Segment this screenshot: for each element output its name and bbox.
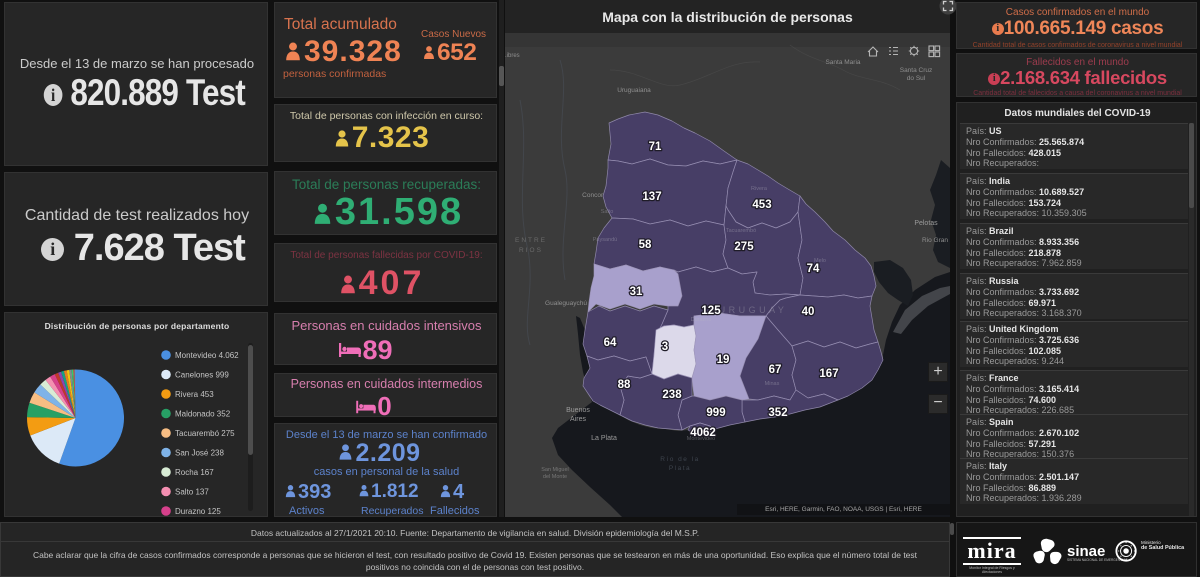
svg-text:Tacuarembó: Tacuarembó xyxy=(726,228,756,234)
svg-text:Río de la: Río de la xyxy=(660,456,700,463)
svg-text:352: 352 xyxy=(768,407,787,419)
svg-text:71: 71 xyxy=(649,141,662,153)
svg-text:275: 275 xyxy=(734,241,754,253)
svg-text:453: 453 xyxy=(752,199,771,211)
svg-text:3: 3 xyxy=(662,341,668,353)
svg-text:Santa Cruz: Santa Cruz xyxy=(900,67,933,74)
svg-text:67: 67 xyxy=(769,364,782,376)
svg-text:4062: 4062 xyxy=(690,427,716,439)
svg-text:Maldonado 352: Maldonado 352 xyxy=(175,410,231,419)
svg-text:Montevideo: Montevideo xyxy=(687,436,715,442)
svg-text:64: 64 xyxy=(604,337,617,349)
svg-text:SISTEMA NACIONAL DE EMERGENCIA: SISTEMA NACIONAL DE EMERGENCIAS xyxy=(1067,558,1128,562)
svg-text:238: 238 xyxy=(662,389,682,401)
svg-text:San José 238: San José 238 xyxy=(175,449,224,458)
svg-text:Salto 137: Salto 137 xyxy=(175,488,209,497)
svg-text:RIOS: RIOS xyxy=(519,247,543,254)
svg-text:999: 999 xyxy=(706,407,725,419)
svg-text:Melo: Melo xyxy=(814,258,826,264)
svg-text:Gualeguaychú: Gualeguaychú xyxy=(545,300,587,307)
svg-text:Tacuarembó 275: Tacuarembó 275 xyxy=(175,429,235,438)
svg-text:sinae: sinae xyxy=(1067,543,1105,560)
svg-text:Durazno 125: Durazno 125 xyxy=(175,507,221,516)
svg-text:do Sul: do Sul xyxy=(907,75,926,82)
svg-text:40: 40 xyxy=(802,306,815,318)
svg-text:31: 31 xyxy=(630,286,643,298)
svg-text:Plata: Plata xyxy=(669,465,691,472)
svg-text:Canelones 999: Canelones 999 xyxy=(175,371,229,380)
svg-text:Rivera 453: Rivera 453 xyxy=(175,390,214,399)
svg-text:Pelotas: Pelotas xyxy=(914,220,938,227)
svg-text:Durazno: Durazno xyxy=(691,317,712,323)
svg-text:Aires: Aires xyxy=(570,416,586,423)
svg-text:Minas: Minas xyxy=(765,381,780,387)
svg-text:ENTRE: ENTRE xyxy=(515,237,547,244)
svg-text:Uruguaiana: Uruguaiana xyxy=(617,87,651,94)
svg-text:del Monte: del Monte xyxy=(543,474,567,480)
svg-text:88: 88 xyxy=(618,379,631,391)
svg-text:URUGUAY: URUGUAY xyxy=(719,305,788,315)
svg-text:.ibres: .ibres xyxy=(505,53,520,59)
svg-text:La Plata: La Plata xyxy=(591,435,617,442)
svg-text:Salto: Salto xyxy=(601,209,614,215)
svg-text:San Miguel: San Miguel xyxy=(541,467,569,473)
svg-text:19: 19 xyxy=(717,354,730,366)
svg-text:167: 167 xyxy=(819,368,838,380)
svg-text:125: 125 xyxy=(701,305,721,317)
svg-text:74: 74 xyxy=(807,263,820,275)
svg-text:Concordia: Concordia xyxy=(582,192,612,199)
svg-text:Montevideo 4.062: Montevideo 4.062 xyxy=(175,351,239,360)
svg-text:Buenos: Buenos xyxy=(566,407,590,414)
svg-text:Rocha 167: Rocha 167 xyxy=(175,468,214,477)
svg-text:58: 58 xyxy=(639,239,652,251)
svg-text:Rio Gran: Rio Gran xyxy=(922,237,948,244)
svg-text:Rivera: Rivera xyxy=(751,186,768,192)
svg-text:Paysandú: Paysandú xyxy=(593,237,617,243)
svg-text:Santa Maria: Santa Maria xyxy=(825,59,860,66)
svg-text:137: 137 xyxy=(642,191,661,203)
